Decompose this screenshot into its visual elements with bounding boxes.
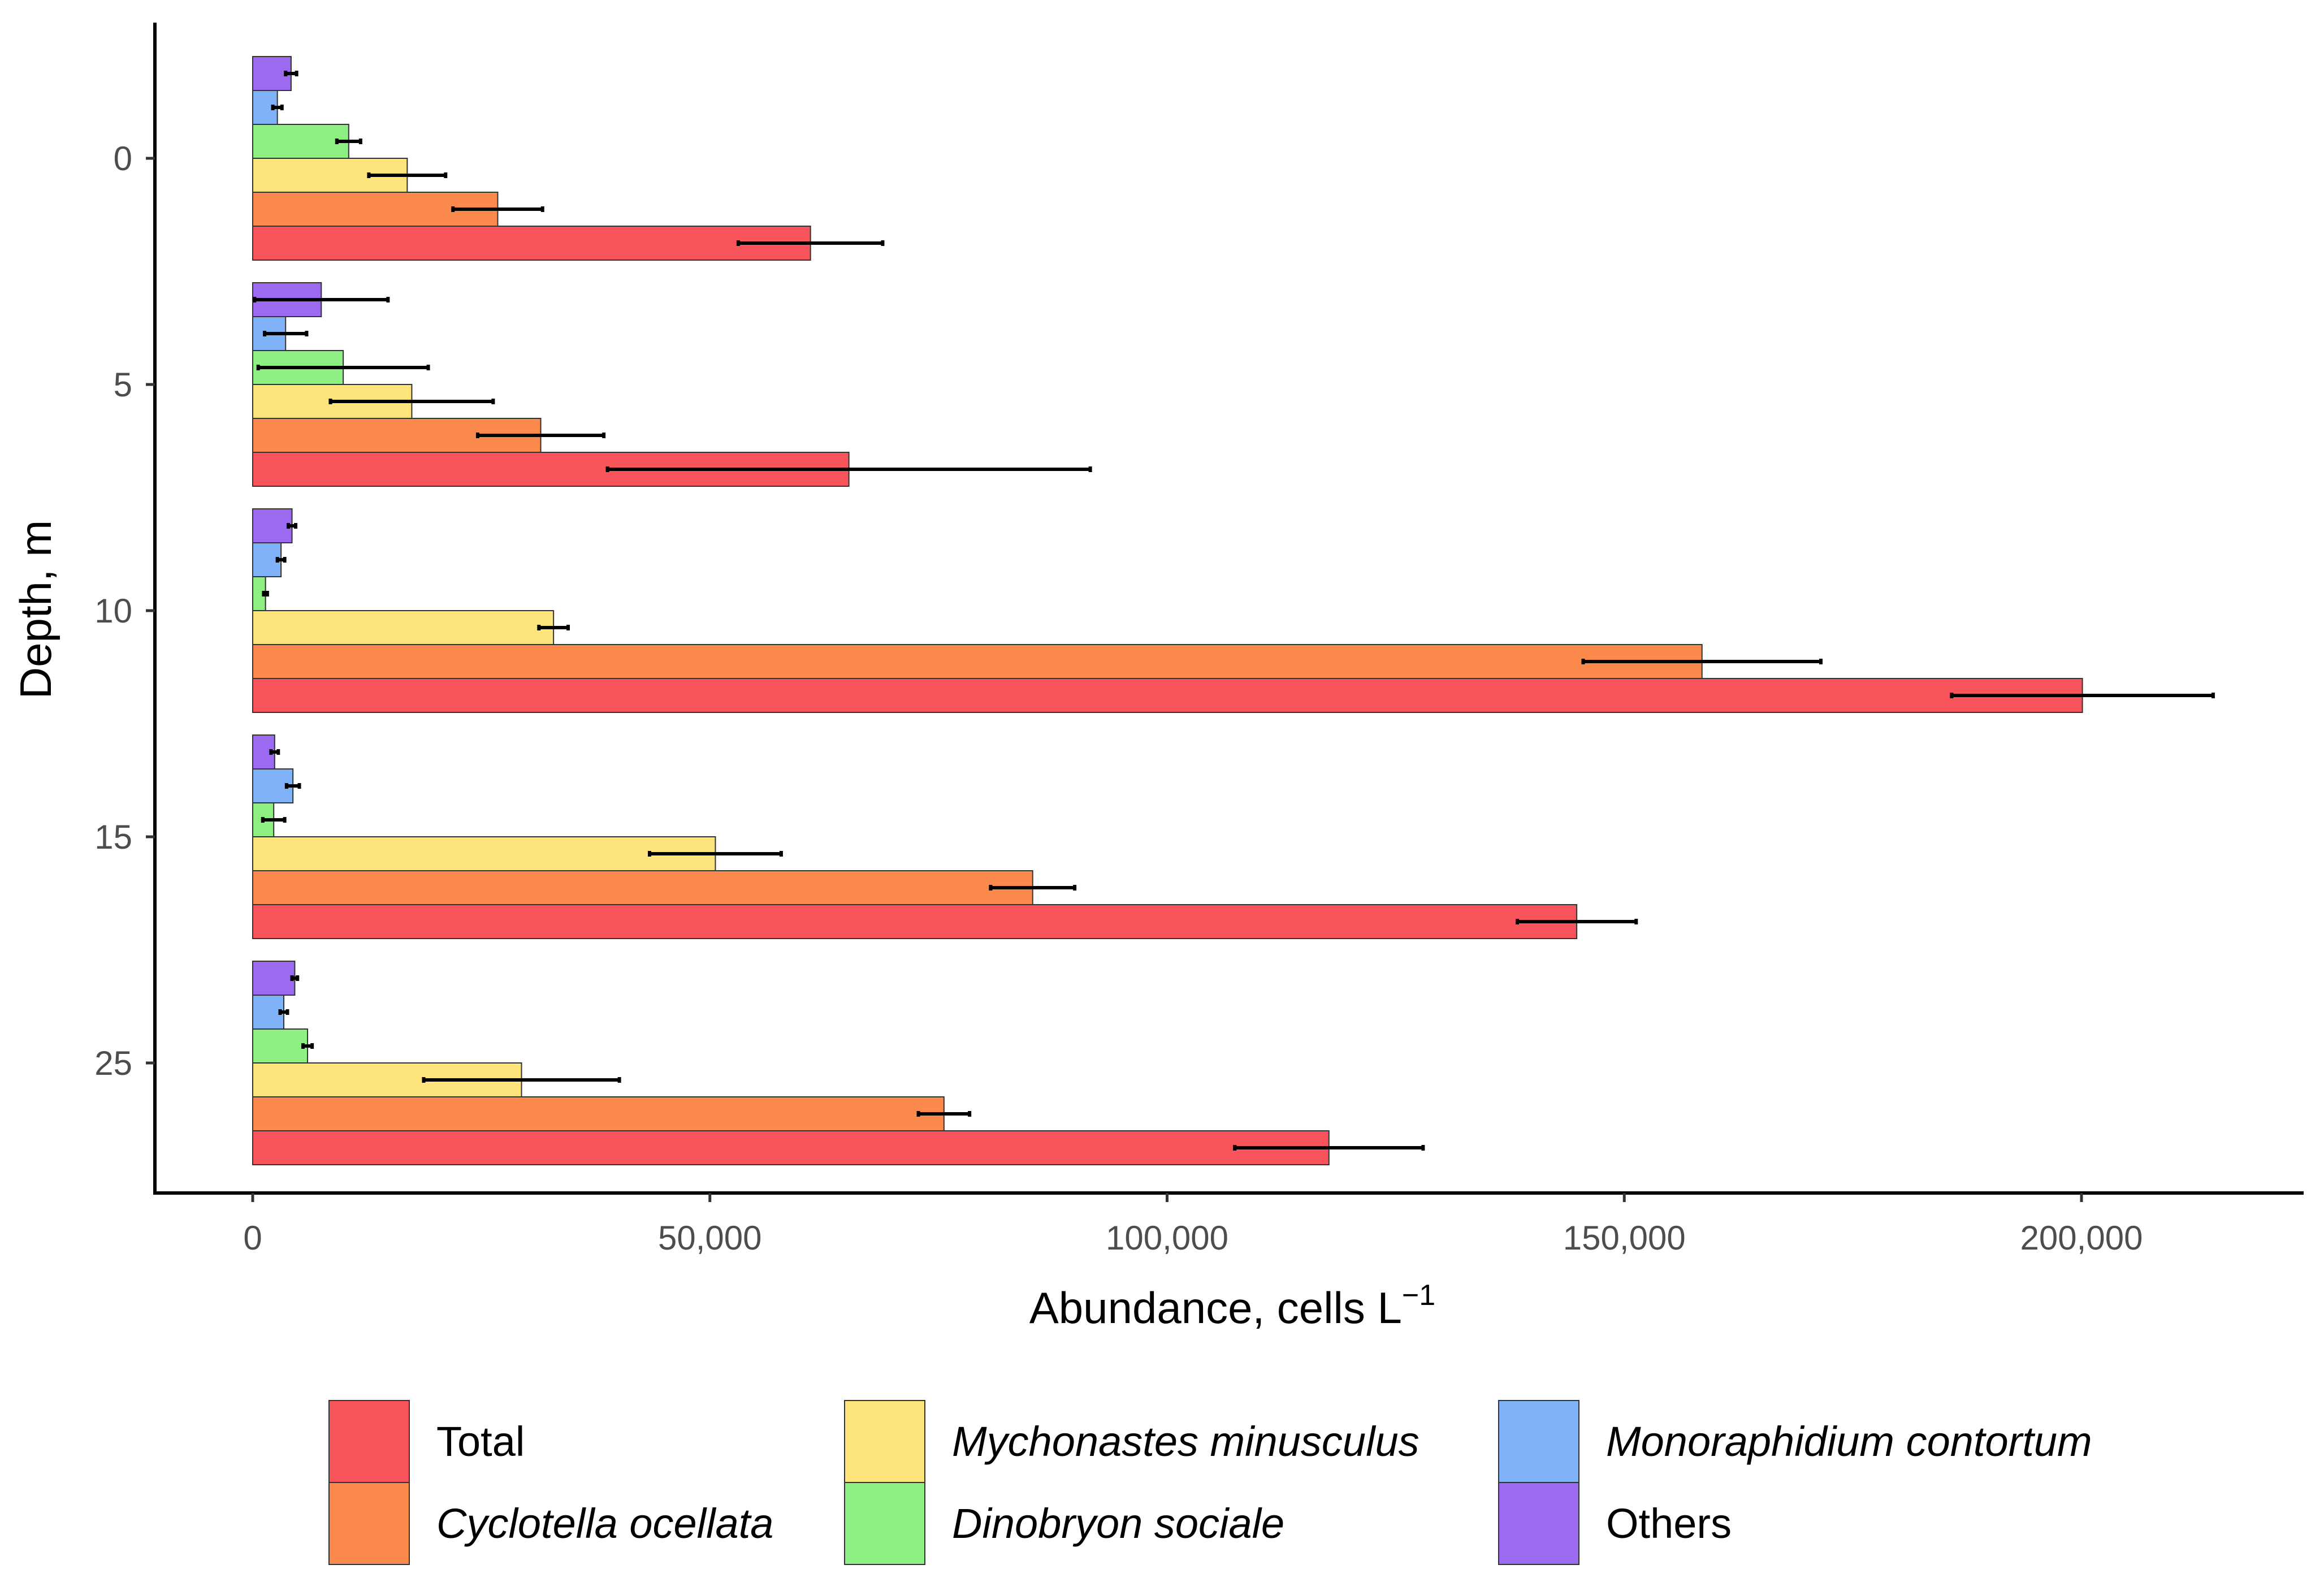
bar-dinobryon-sociale-depth-25: [252, 1028, 309, 1064]
error-bar-dinobryon-sociale-depth-25: [301, 1043, 314, 1049]
bar-others-depth-25: [252, 961, 296, 996]
x-axis-title-superscript: −1: [1402, 1279, 1435, 1312]
error-bar-monoraphidium-contortum-depth-0: [271, 105, 284, 110]
bar-monoraphidium-contortum-depth-10: [252, 542, 282, 577]
error-bar-mychonastes-minusculus-depth-25: [422, 1077, 621, 1083]
legend-key-mychonastes-minusculus: [844, 1400, 925, 1483]
bar-cyclotella-ocellata-depth-25: [252, 1096, 945, 1131]
error-bar-total-depth-25: [1233, 1145, 1425, 1151]
error-bar-monoraphidium-contortum-depth-10: [275, 557, 287, 563]
x-axis-title-text: Abundance, cells L: [1029, 1283, 1402, 1333]
bar-total-depth-0: [252, 226, 811, 261]
bar-dinobryon-sociale-depth-0: [252, 124, 349, 159]
bar-cyclotella-ocellata-depth-10: [252, 644, 1703, 679]
x-tick-label-50-000: 50,000: [658, 1219, 762, 1257]
bar-monoraphidium-contortum-depth-25: [252, 995, 284, 1030]
legend-item-others: Others: [1498, 1482, 1732, 1565]
error-bar-monoraphidium-contortum-depth-15: [284, 783, 301, 789]
error-bars-layer: [253, 71, 2215, 1151]
error-bar-dinobryon-sociale-depth-15: [261, 817, 287, 823]
bar-total-depth-10: [252, 678, 2083, 713]
legend-item-monoraphidium-contortum: Monoraphidium contortum: [1498, 1400, 2092, 1483]
bar-total-depth-25: [252, 1130, 1330, 1165]
legend-label-total: Total: [436, 1418, 525, 1465]
legend-item-dinobryon-sociale: Dinobryon sociale: [844, 1482, 1284, 1565]
legend-label-cyclotella-ocellata: Cyclotella ocellata: [436, 1500, 773, 1547]
bars-layer: [252, 56, 2083, 1165]
x-tick-label-100-000: 100,000: [1106, 1219, 1228, 1257]
legend-key-dinobryon-sociale: [844, 1482, 925, 1565]
error-bar-mychonastes-minusculus-depth-10: [537, 625, 570, 630]
error-bar-cyclotella-ocellata-depth-5: [475, 433, 606, 438]
error-bar-mychonastes-minusculus-depth-5: [328, 399, 495, 404]
x-tick-label-150-000: 150,000: [1563, 1219, 1686, 1257]
error-bar-dinobryon-sociale-depth-10: [262, 591, 269, 597]
legend-item-total: Total: [328, 1400, 525, 1483]
legend: Total Cyclotella ocellata Mychonastes minu…: [328, 1400, 2092, 1565]
error-bar-total-depth-0: [736, 240, 885, 246]
legend-item-cyclotella-ocellata: Cyclotella ocellata: [328, 1482, 773, 1565]
legend-key-total: [328, 1400, 410, 1483]
y-tick-label-25: 25: [94, 1044, 132, 1082]
error-bar-others-depth-5: [253, 297, 390, 302]
error-bar-cyclotella-ocellata-depth-10: [1581, 659, 1823, 664]
y-tick-label-10: 10: [94, 592, 132, 630]
legend-label-others: Others: [1606, 1500, 1732, 1547]
ticks-layer: 0 5 10 15 25 0 50,000 100,000 150,000 200,000: [94, 140, 2143, 1257]
legend-item-mychonastes-minusculus: Mychonastes minusculus: [844, 1400, 1419, 1483]
x-tick-label-0: 0: [243, 1219, 262, 1257]
y-axis-title: Depth, m: [11, 520, 60, 699]
legend-key-monoraphidium-contortum: [1498, 1400, 1579, 1483]
error-bar-total-depth-15: [1516, 919, 1638, 924]
x-axis-title: Abundance, cells L−1: [1029, 1279, 1435, 1333]
error-bar-cyclotella-ocellata-depth-15: [989, 885, 1077, 891]
error-bar-dinobryon-sociale-depth-0: [335, 139, 362, 144]
error-bar-others-depth-15: [269, 749, 280, 755]
axes-layer: [153, 23, 2304, 1195]
bar-mychonastes-minusculus-depth-10: [252, 610, 555, 645]
legend-label-monoraphidium-contortum: Monoraphidium contortum: [1606, 1418, 2092, 1465]
error-bar-mychonastes-minusculus-depth-0: [367, 172, 448, 178]
error-bar-total-depth-10: [1950, 693, 2215, 698]
bar-total-depth-15: [252, 904, 1578, 939]
error-bar-monoraphidium-contortum-depth-5: [263, 331, 309, 336]
error-bar-others-depth-10: [287, 523, 298, 529]
error-bar-monoraphidium-contortum-depth-25: [278, 1009, 289, 1015]
error-bar-cyclotella-ocellata-depth-25: [916, 1111, 972, 1117]
error-bar-others-depth-25: [290, 975, 300, 981]
error-bar-others-depth-0: [284, 71, 298, 76]
y-tick-label-5: 5: [114, 366, 132, 404]
legend-key-others: [1498, 1482, 1579, 1565]
bar-others-depth-10: [252, 508, 293, 543]
x-tick-label-200-000: 200,000: [2020, 1219, 2143, 1257]
bar-cyclotella-ocellata-depth-15: [252, 870, 1033, 905]
error-bar-total-depth-5: [605, 466, 1092, 472]
legend-label-mychonastes-minusculus: Mychonastes minusculus: [952, 1418, 1419, 1465]
bar-mychonastes-minusculus-depth-15: [252, 836, 716, 871]
error-bar-cyclotella-ocellata-depth-0: [451, 206, 544, 212]
error-bar-mychonastes-minusculus-depth-15: [647, 851, 783, 857]
y-tick-label-15: 15: [94, 818, 132, 856]
legend-label-dinobryon-sociale: Dinobryon sociale: [952, 1500, 1284, 1547]
legend-key-cyclotella-ocellata: [328, 1482, 410, 1565]
error-bar-dinobryon-sociale-depth-5: [256, 365, 430, 370]
y-tick-label-0: 0: [114, 140, 132, 178]
